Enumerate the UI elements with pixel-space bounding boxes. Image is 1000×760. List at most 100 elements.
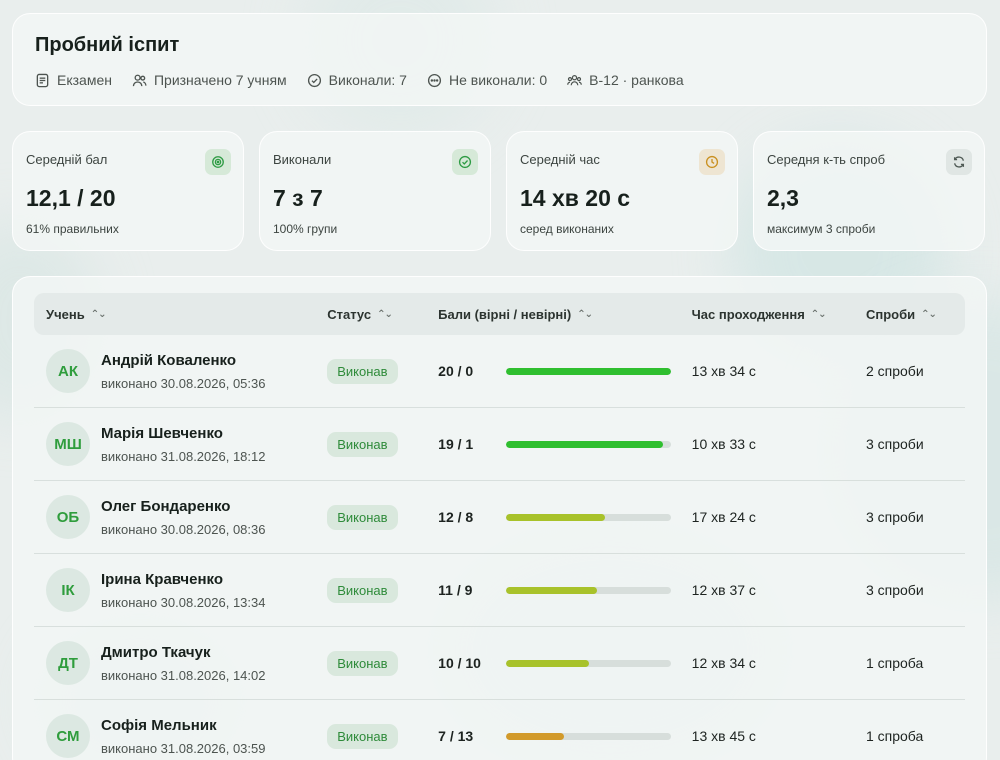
score-bar bbox=[506, 586, 672, 594]
column-header-score[interactable]: Бали (вірні / невірні) ⌃⌄ bbox=[438, 306, 593, 322]
student-cell: СМ Софія Мельник виконано 31.08.2026, 03… bbox=[46, 714, 327, 758]
stat-subtext: 100% групи bbox=[273, 222, 338, 236]
attempts-value: 1 спроба bbox=[865, 728, 924, 744]
status-badge: Виконав bbox=[327, 650, 398, 676]
table-row[interactable]: СМ Софія Мельник виконано 31.08.2026, 03… bbox=[34, 700, 965, 760]
status-badge: Виконав bbox=[327, 504, 398, 530]
time-value: 13 хв 34 с bbox=[691, 363, 756, 379]
time-value: 10 хв 33 с bbox=[691, 436, 756, 452]
exam-header: Пробний іспит Екзамен Призначено 7 учням… bbox=[12, 13, 987, 106]
column-header-student[interactable]: Учень ⌃⌄ bbox=[46, 306, 107, 322]
target-icon bbox=[205, 149, 231, 175]
page-title: Пробний іспит bbox=[35, 34, 180, 56]
student-cell: МШ Марія Шевченко виконано 31.08.2026, 1… bbox=[46, 422, 327, 466]
student-name: Софія Мельник bbox=[101, 716, 217, 734]
table-row[interactable]: АК Андрій Коваленко виконано 30.08.2026,… bbox=[34, 335, 965, 408]
sort-icon[interactable]: ⌃⌄ bbox=[377, 308, 393, 320]
avatar: АК bbox=[46, 349, 90, 393]
student-name: Марія Шевченко bbox=[101, 424, 223, 442]
check-circle-icon bbox=[452, 149, 478, 175]
completion-date: виконано 30.08.2026, 05:36 bbox=[101, 375, 266, 391]
refresh-icon bbox=[946, 149, 972, 175]
student-name: Олег Бондаренко bbox=[101, 497, 231, 515]
completion-date: виконано 31.08.2026, 03:59 bbox=[101, 740, 266, 756]
column-header-attempts[interactable]: Спроби ⌃⌄ bbox=[865, 306, 937, 322]
student-cell: АК Андрій Коваленко виконано 30.08.2026,… bbox=[46, 349, 327, 393]
score-bar-fill bbox=[506, 732, 564, 740]
avatar: ДТ bbox=[46, 641, 90, 685]
stat-label: Середній час bbox=[520, 152, 600, 167]
score-bar-fill bbox=[506, 659, 589, 667]
avatar: ОБ bbox=[46, 495, 90, 539]
score-value: 7 / 13 bbox=[438, 728, 474, 744]
clock-icon bbox=[699, 149, 725, 175]
score-value: 20 / 0 bbox=[438, 363, 474, 379]
student-name: Андрій Коваленко bbox=[101, 351, 237, 369]
time-value: 13 хв 45 с bbox=[691, 728, 756, 744]
table-row[interactable]: ДТ Дмитро Ткачук виконано 31.08.2026, 14… bbox=[34, 627, 965, 700]
student-name: Ірина Кравченко bbox=[101, 570, 224, 588]
column-header-time[interactable]: Час проходження ⌃⌄ bbox=[691, 306, 827, 322]
status-badge: Виконав bbox=[327, 723, 398, 749]
time-value: 17 хв 24 с bbox=[691, 509, 756, 525]
avatar: ІК bbox=[46, 568, 90, 612]
avatar: МШ bbox=[46, 422, 90, 466]
meta-type: Екзамен bbox=[35, 72, 112, 88]
stat-subtext: максимум 3 спроби bbox=[767, 222, 876, 236]
sort-icon[interactable]: ⌃⌄ bbox=[577, 308, 593, 320]
stat-value: 7 з 7 bbox=[273, 185, 323, 211]
table-row[interactable]: ОБ Олег Бондаренко виконано 30.08.2026, … bbox=[34, 481, 965, 554]
avatar: СМ bbox=[46, 714, 90, 758]
completion-date: виконано 31.08.2026, 18:12 bbox=[101, 448, 266, 464]
score-value: 11 / 9 bbox=[438, 582, 473, 598]
student-cell: ОБ Олег Бондаренко виконано 30.08.2026, … bbox=[46, 495, 327, 539]
table-row[interactable]: ІК Ірина Кравченко виконано 30.08.2026, … bbox=[34, 554, 965, 627]
attempts-value: 1 спроба bbox=[865, 655, 924, 671]
attempts-value: 3 спроби bbox=[865, 436, 924, 452]
document-icon bbox=[35, 73, 50, 88]
students-table: Учень ⌃⌄ Статус ⌃⌄ Бали (вірні / невірні… bbox=[12, 276, 987, 760]
student-cell: ДТ Дмитро Ткачук виконано 31.08.2026, 14… bbox=[46, 641, 327, 685]
time-value: 12 хв 34 с bbox=[691, 655, 756, 671]
meta-assigned: Призначено 7 учням bbox=[132, 72, 287, 88]
time-value: 12 хв 37 с bbox=[691, 582, 756, 598]
meta-group: В-12 · ранкова bbox=[567, 72, 684, 88]
stat-label: Виконали bbox=[273, 152, 332, 167]
attempts-value: 2 спроби bbox=[865, 363, 924, 379]
score-bar-fill bbox=[506, 367, 672, 375]
group-icon bbox=[567, 73, 583, 88]
table-header: Учень ⌃⌄ Статус ⌃⌄ Бали (вірні / невірні… bbox=[34, 293, 965, 335]
stat-subtext: 61% правильних bbox=[26, 222, 119, 236]
stat-value: 12,1 / 20 bbox=[26, 185, 116, 211]
sort-icon[interactable]: ⌃⌄ bbox=[921, 308, 937, 320]
dots-circle-icon bbox=[427, 73, 442, 88]
stat-completed: Виконали 7 з 7 100% групи bbox=[259, 131, 491, 251]
score-bar bbox=[506, 659, 672, 667]
column-header-status[interactable]: Статус ⌃⌄ bbox=[327, 306, 393, 322]
stat-value: 14 хв 20 с bbox=[520, 185, 631, 211]
attempts-value: 3 спроби bbox=[865, 582, 924, 598]
completion-date: виконано 30.08.2026, 08:36 bbox=[101, 521, 266, 537]
sort-icon[interactable]: ⌃⌄ bbox=[90, 308, 107, 320]
score-value: 10 / 10 bbox=[438, 655, 481, 671]
score-value: 12 / 8 bbox=[438, 509, 474, 525]
status-badge: Виконав bbox=[327, 431, 398, 457]
stat-subtext: серед виконаних bbox=[520, 222, 614, 236]
meta-not-completed: Не виконали: 0 bbox=[427, 72, 547, 88]
score-bar-fill bbox=[506, 513, 606, 521]
score-bar bbox=[506, 513, 672, 521]
sort-icon[interactable]: ⌃⌄ bbox=[810, 308, 827, 320]
table-row[interactable]: МШ Марія Шевченко виконано 31.08.2026, 1… bbox=[34, 408, 965, 481]
score-bar-fill bbox=[506, 440, 663, 448]
score-value: 19 / 1 bbox=[438, 436, 474, 452]
score-bar bbox=[506, 732, 672, 740]
completion-date: виконано 30.08.2026, 13:34 bbox=[101, 594, 266, 610]
stat-value: 2,3 bbox=[767, 185, 799, 211]
student-name: Дмитро Ткачук bbox=[101, 643, 211, 661]
score-bar bbox=[506, 367, 672, 375]
status-badge: Виконав bbox=[327, 358, 398, 384]
stat-average-attempts: Середня к-ть спроб 2,3 максимум 3 спроби bbox=[753, 131, 985, 251]
score-bar-fill bbox=[506, 586, 597, 594]
stat-average-score: Середній бал 12,1 / 20 61% правильних bbox=[12, 131, 244, 251]
stat-average-time: Середній час 14 хв 20 с серед виконаних bbox=[506, 131, 738, 251]
